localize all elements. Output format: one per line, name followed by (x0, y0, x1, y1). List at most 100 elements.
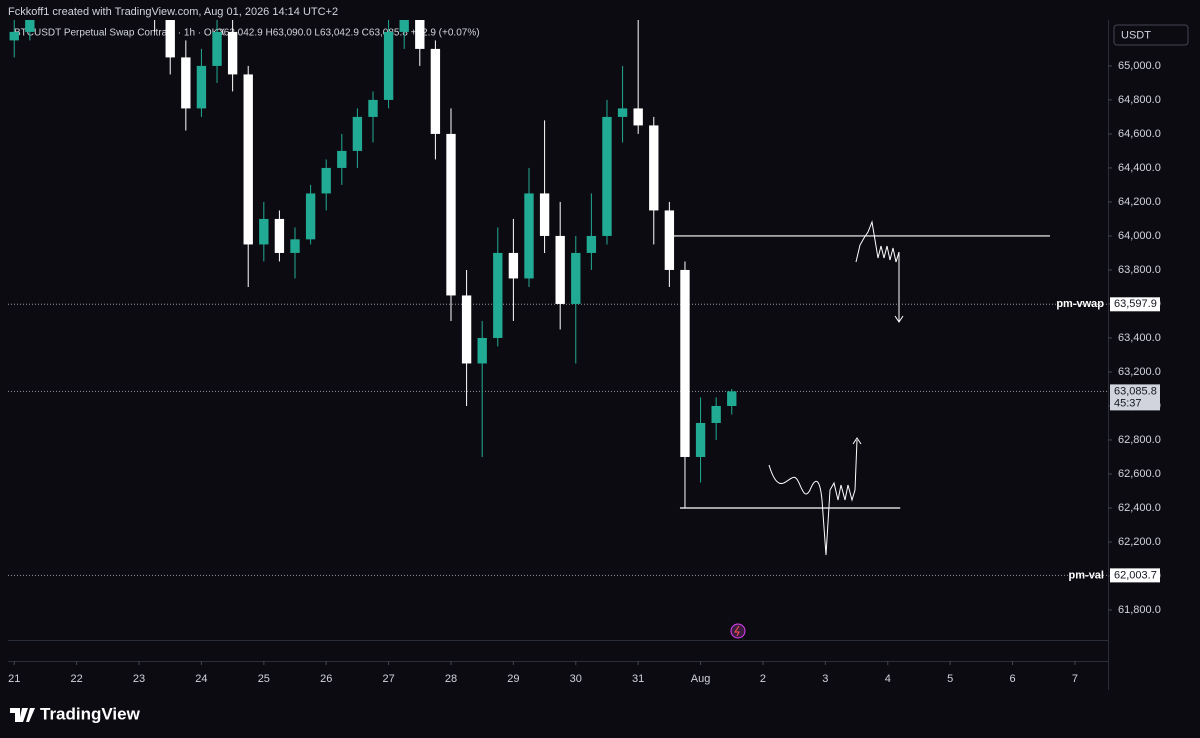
ohlc: O63,042.9 H63,090.0 L63,042.9 C63,085.8 … (216, 28, 480, 39)
candle-body (477, 337, 487, 364)
candle-body (633, 108, 643, 126)
candle-body (586, 235, 597, 253)
hand-drawings (768, 220, 904, 556)
candle-body (212, 31, 222, 66)
x-tick-label: 30 (570, 673, 582, 685)
candle-body (243, 74, 253, 245)
brand-name: TradingView (40, 704, 141, 723)
candle-body (196, 65, 207, 109)
candle-body (493, 252, 503, 338)
symbol: BTCUSDT Perpetual Swap Contract · 1h · O… (14, 28, 225, 39)
candle-body (571, 252, 581, 304)
y-tick-label: 63,800.0 (1118, 264, 1161, 276)
credit: Fckkoff1 created with TradingView.com, A… (8, 6, 338, 18)
candle-body (602, 116, 612, 236)
candle-body (274, 218, 285, 253)
arrow-down (894, 252, 904, 323)
candle-body (259, 218, 269, 245)
y-tick-label: 64,600.0 (1118, 128, 1161, 140)
candle-body (555, 235, 565, 304)
x-tick-label: 5 (947, 673, 953, 685)
x-tick-label: 3 (822, 673, 828, 685)
x-tick-label: 26 (320, 673, 332, 685)
x-tick-label: 2 (760, 673, 766, 685)
x-tick-label: 29 (507, 673, 519, 685)
y-tick-label: 63,200.0 (1118, 366, 1161, 378)
alert-icon[interactable] (730, 623, 746, 639)
candle-body (227, 31, 238, 75)
candle-body (352, 116, 363, 151)
x-tick-label: 31 (632, 673, 644, 685)
currency[interactable]: USDT (1121, 29, 1151, 41)
candle-body (727, 391, 737, 406)
arrow-up (852, 437, 862, 445)
candle-body (25, 20, 35, 32)
y-tick-label: 62,400.0 (1118, 502, 1161, 514)
candle-body (461, 295, 472, 364)
candle-body (290, 239, 300, 253)
candle-body (695, 422, 706, 457)
candle-body (9, 31, 19, 41)
alert-circle[interactable] (730, 623, 746, 639)
price-label: 63,597.9 (1114, 298, 1157, 310)
x-tick-label: 6 (1009, 673, 1015, 685)
squiggle-top (855, 220, 900, 263)
plot-area (8, 20, 1108, 576)
y-tick-label: 64,800.0 (1118, 94, 1161, 106)
y-tick-label: 64,200.0 (1118, 196, 1161, 208)
candle-body (321, 167, 331, 194)
candle-body (305, 193, 316, 240)
candle-body (508, 252, 519, 279)
y-tick-label: 62,200.0 (1118, 536, 1161, 548)
x-tick-label: Aug (691, 673, 711, 685)
squiggle-bottom (768, 439, 858, 556)
price-tag (1110, 384, 1160, 411)
currency-button[interactable] (1113, 24, 1189, 46)
countdown: 45:37 (1114, 397, 1142, 409)
y-tick-label: 64,000.0 (1118, 230, 1161, 242)
x-tick-label: 28 (445, 673, 457, 685)
x-tick-label: 7 (1072, 673, 1078, 685)
x-tick-label: 25 (258, 673, 270, 685)
candle-body (430, 48, 441, 134)
y-tick-label: 63,400.0 (1118, 332, 1161, 344)
price-label: 62,003.7 (1114, 569, 1157, 581)
candle-body (664, 210, 675, 270)
x-tick-label: 22 (71, 673, 83, 685)
y-tick-label: 65,000.0 (1118, 60, 1161, 72)
candle-body (181, 57, 191, 109)
x-tick-label: 4 (885, 673, 891, 685)
x-tick-label: 23 (133, 673, 145, 685)
x-tick-label: 27 (382, 673, 394, 685)
y-tick-label: 62,800.0 (1118, 434, 1161, 446)
price-line-name: pm-val (1069, 569, 1104, 581)
y-tick-label: 64,400.0 (1118, 162, 1161, 174)
candle-body (539, 193, 550, 236)
price-label: 63,085.8 (1114, 385, 1157, 397)
candle-body (383, 31, 394, 100)
candle-body (524, 193, 534, 279)
candle-body (446, 133, 456, 296)
y-tick-label: 62,600.0 (1118, 468, 1161, 480)
y-tick-label: 61,800.0 (1118, 604, 1161, 616)
candle-body (337, 150, 347, 168)
candle-body (649, 125, 659, 211)
price-tag (1110, 568, 1160, 583)
candle-body (711, 405, 721, 423)
brand: TradingView (10, 704, 141, 723)
price-tag (1110, 297, 1160, 312)
brand-logo (10, 708, 35, 722)
candle-body (415, 20, 425, 49)
alert-bolt[interactable] (734, 625, 740, 637)
candle-body (617, 108, 628, 117)
candle-body (680, 269, 690, 457)
x-tick-label: 21 (8, 673, 20, 685)
x-tick-label: 24 (195, 673, 207, 685)
price-line-name: pm-vwap (1056, 298, 1104, 310)
candle-body (399, 20, 409, 32)
candle-body (368, 99, 378, 117)
candle-body (165, 20, 175, 58)
